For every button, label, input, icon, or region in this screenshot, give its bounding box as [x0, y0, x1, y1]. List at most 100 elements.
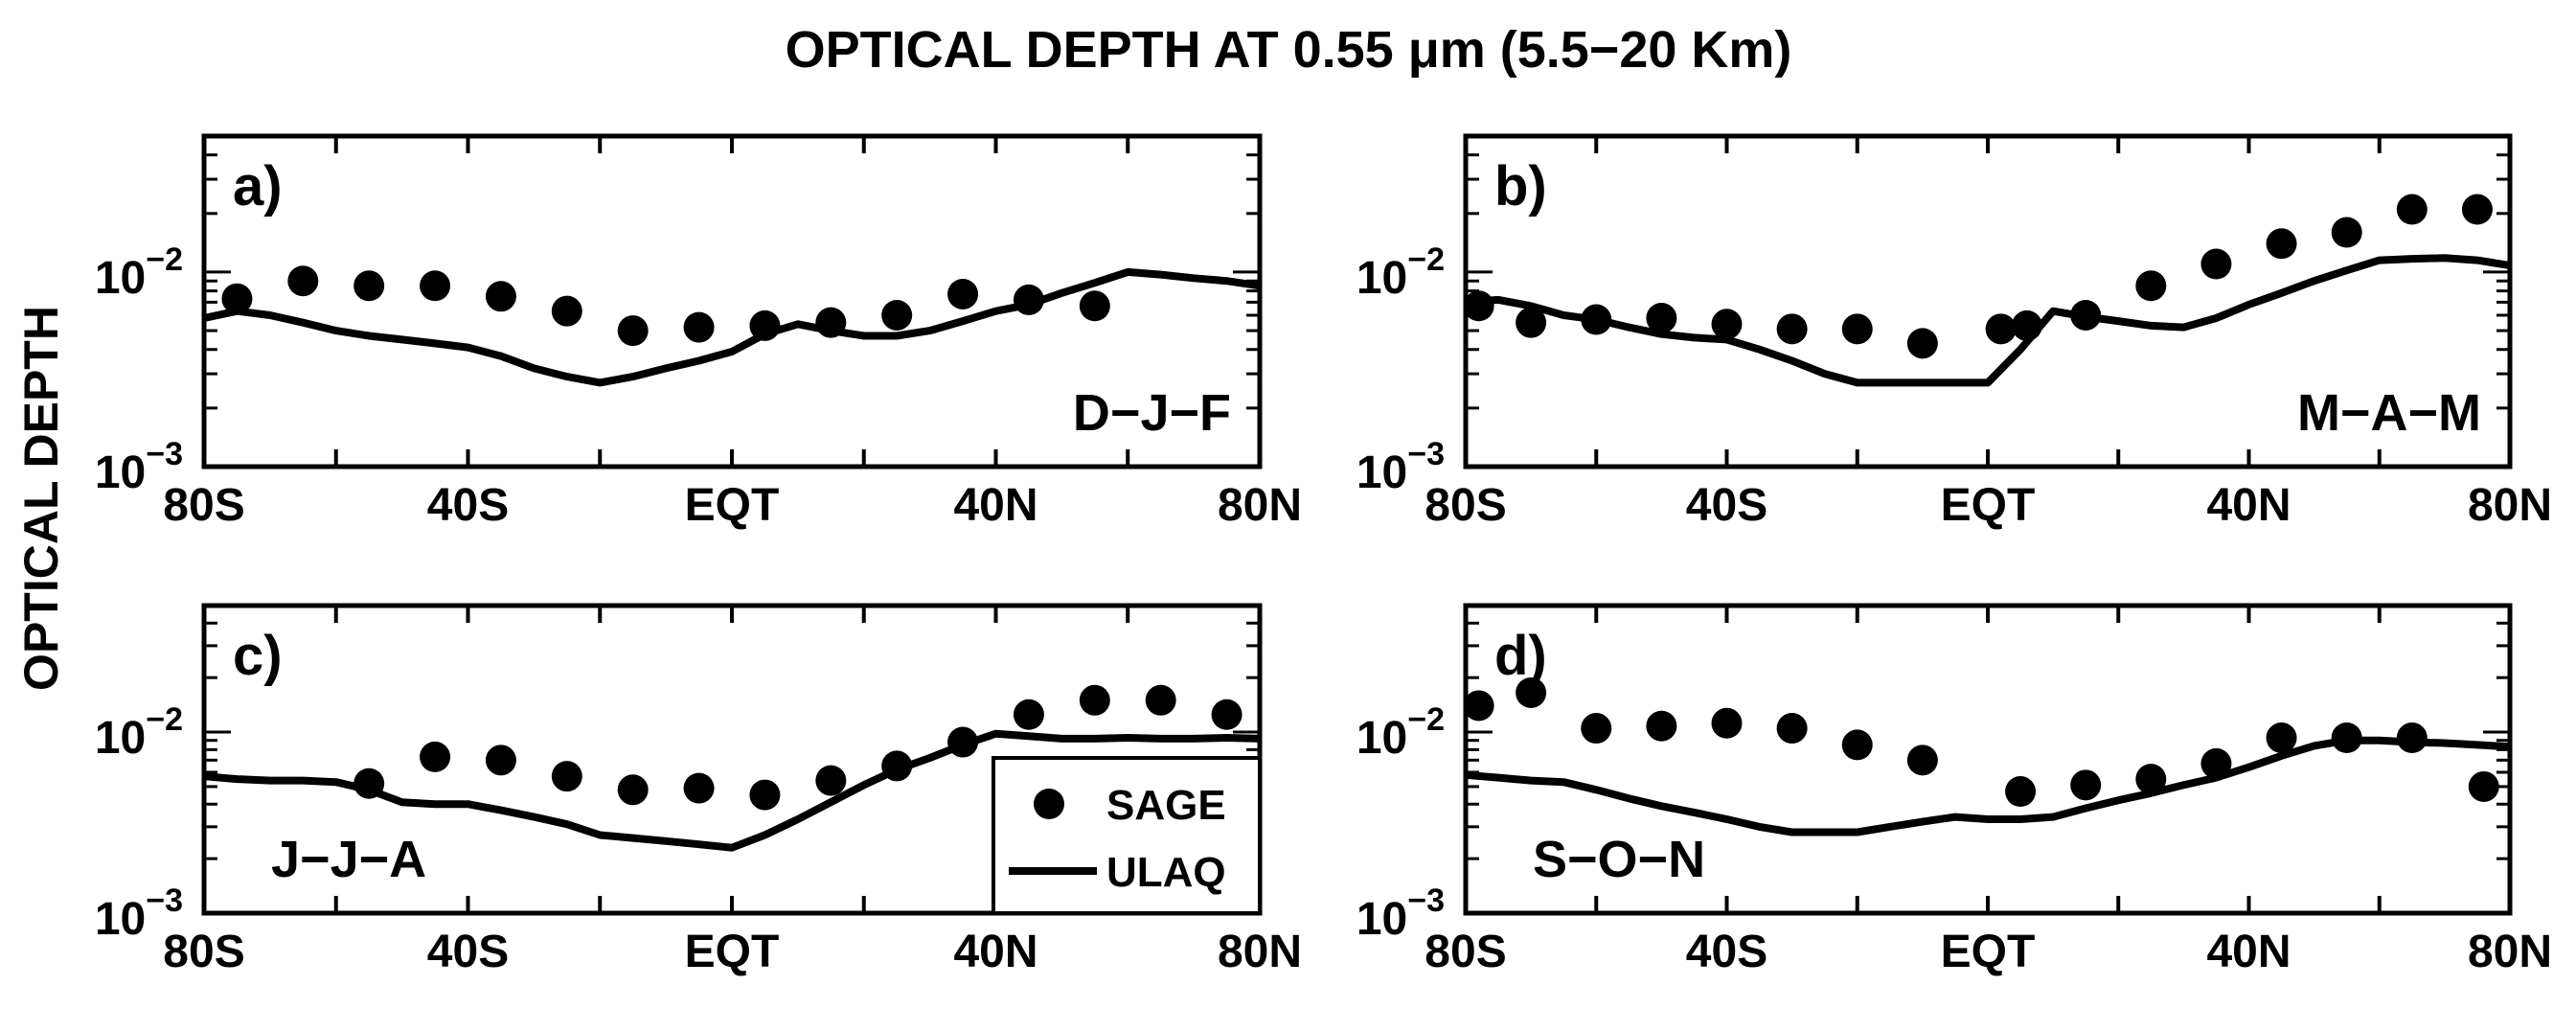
y-tick-label: 10−2	[95, 241, 183, 304]
x-tick-label: 40N	[2206, 927, 2291, 977]
panel-label: d)	[1494, 625, 1547, 687]
sage-point	[221, 283, 253, 314]
x-tick-label: 80S	[163, 480, 244, 531]
y-tick-label: 10−3	[1356, 436, 1445, 498]
sage-point	[485, 281, 516, 312]
y-tick-exponent: −2	[1407, 701, 1445, 738]
sage-point	[2266, 722, 2297, 754]
sage-point	[1711, 309, 1743, 340]
sage-point	[1776, 313, 1808, 345]
sage-point	[1079, 290, 1110, 322]
sage-point	[617, 315, 649, 347]
sage-point	[551, 295, 582, 327]
x-tick-label: 40S	[427, 480, 509, 531]
x-tick-label: 80N	[1218, 927, 1302, 977]
sage-point	[1211, 699, 1242, 730]
panel-label: c)	[233, 625, 283, 687]
y-tick-base: 10	[1356, 447, 1407, 498]
y-tick-base: 10	[1356, 713, 1407, 764]
y-tick-base: 10	[95, 894, 146, 945]
x-tick-label: 40S	[427, 927, 509, 977]
sage-point	[1646, 302, 1677, 333]
sage-point	[1646, 710, 1677, 742]
sage-point	[2266, 228, 2297, 260]
x-tick-label: EQT	[1941, 480, 2036, 531]
sage-point	[1906, 328, 1938, 359]
series-ulaq	[203, 267, 1261, 387]
sage-point	[1906, 745, 1938, 776]
y-tick-base: 10	[95, 447, 146, 498]
sage-point	[1463, 690, 1494, 722]
sage-point	[1841, 313, 1873, 345]
x-tick-label: 40N	[953, 480, 1037, 531]
x-tick-label: 80N	[2468, 480, 2552, 531]
y-tick-exponent: −2	[1407, 241, 1445, 278]
sage-point	[2468, 770, 2499, 802]
sage-point	[2070, 769, 2102, 801]
sage-point	[1145, 684, 1176, 716]
ulaq-line	[203, 267, 1261, 387]
sage-point	[287, 265, 319, 297]
x-tick-label: 40N	[2206, 480, 2291, 531]
y-tick-base: 10	[1356, 253, 1407, 304]
y-axis-label: OPTICAL DEPTH	[14, 306, 68, 691]
x-tick-label: 80S	[163, 927, 244, 977]
sage-point	[2005, 776, 2037, 808]
x-tick-label: 80N	[2468, 927, 2552, 977]
sage-point	[617, 774, 649, 806]
sage-point	[2331, 217, 2362, 248]
sage-point	[2135, 270, 2167, 302]
sage-point	[420, 270, 451, 302]
sage-point	[749, 779, 781, 811]
y-tick-exponent: −3	[1407, 882, 1445, 919]
legend-sage-label: SAGE	[1106, 782, 1226, 829]
sage-point	[2135, 764, 2167, 795]
sage-point	[1516, 307, 1547, 338]
x-tick-label: 40S	[1686, 480, 1767, 531]
x-tick-label: 80S	[1425, 927, 1506, 977]
panel-label: b)	[1494, 155, 1547, 218]
y-tick-exponent: −3	[146, 436, 183, 472]
sage-point	[2200, 248, 2232, 280]
x-tick-label: 40S	[1686, 927, 1767, 977]
x-tick-label: EQT	[685, 927, 780, 977]
y-tick-label: 10−2	[95, 701, 183, 764]
x-tick-label: 80N	[1218, 480, 1302, 531]
sage-point	[551, 761, 582, 792]
legend-ulaq-label: ULAQ	[1106, 849, 1226, 896]
x-tick-label: 80S	[1425, 480, 1506, 531]
sage-point	[1516, 676, 1547, 708]
sage-point	[1013, 699, 1044, 730]
sage-point	[1711, 707, 1743, 739]
series-ulaq	[203, 729, 1261, 852]
sage-point	[1581, 713, 1612, 745]
legend: SAGE ULAQ	[992, 756, 1262, 915]
figure-title: OPTICAL DEPTH AT 0.55 μm (5.5−20 Km)	[786, 21, 1792, 79]
season-label: D−J−F	[1073, 384, 1231, 442]
sage-point	[683, 772, 715, 804]
x-tick-label: EQT	[685, 480, 780, 531]
y-tick-exponent: −2	[146, 241, 183, 278]
sage-point	[1985, 313, 2017, 345]
x-tick-label: EQT	[1941, 927, 2036, 977]
y-tick-base: 10	[95, 253, 146, 304]
y-tick-exponent: −3	[146, 882, 183, 919]
sage-point	[2461, 194, 2493, 225]
sage-point	[683, 311, 715, 343]
legend-sage-marker	[1034, 789, 1064, 819]
y-tick-label: 10−2	[1356, 701, 1445, 764]
sage-point	[1776, 713, 1808, 745]
y-tick-exponent: −2	[146, 701, 183, 738]
sage-point	[420, 741, 451, 772]
legend-box	[992, 756, 1262, 915]
y-tick-base: 10	[1356, 894, 1407, 945]
series-ulaq	[1465, 254, 2511, 387]
sage-point	[1463, 290, 1494, 322]
season-label: M−A−M	[2297, 384, 2481, 442]
sage-point	[2396, 194, 2428, 225]
panel-label: a)	[233, 155, 283, 218]
